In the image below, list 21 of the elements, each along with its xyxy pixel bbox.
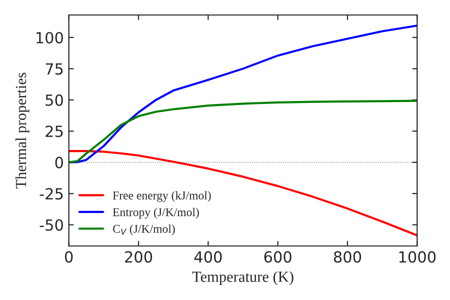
y-tick-label: 75 xyxy=(46,63,63,75)
line-series xyxy=(68,100,418,164)
line-series xyxy=(68,24,418,164)
y-tick-label: 0 xyxy=(55,156,63,168)
x-tick-label: 1000 xyxy=(399,251,436,263)
x-tick-label: 600 xyxy=(264,251,292,263)
y-tick-label: 25 xyxy=(46,126,63,138)
x-tick-label: 0 xyxy=(64,251,73,263)
x-tick-label: 800 xyxy=(334,251,362,263)
x-tick-label: 400 xyxy=(194,251,222,263)
line-series xyxy=(68,150,418,236)
legend-label: Entropy (J/K/mol) xyxy=(112,208,199,219)
legend-label: C$_{V}$ (J/K/mol) xyxy=(113,224,175,236)
y-tick-label: 100 xyxy=(36,32,63,44)
x-axis-title: Temperature (K) xyxy=(192,271,294,286)
y-tick-label: -25 xyxy=(40,188,63,200)
y-tick-label: 50 xyxy=(46,94,63,106)
legend-label: Free energy (kJ/mol) xyxy=(112,191,211,202)
y-tick-label: -50 xyxy=(40,219,63,231)
y-axis-title: Thermal properties xyxy=(15,72,30,189)
x-tick-label: 200 xyxy=(125,251,152,263)
